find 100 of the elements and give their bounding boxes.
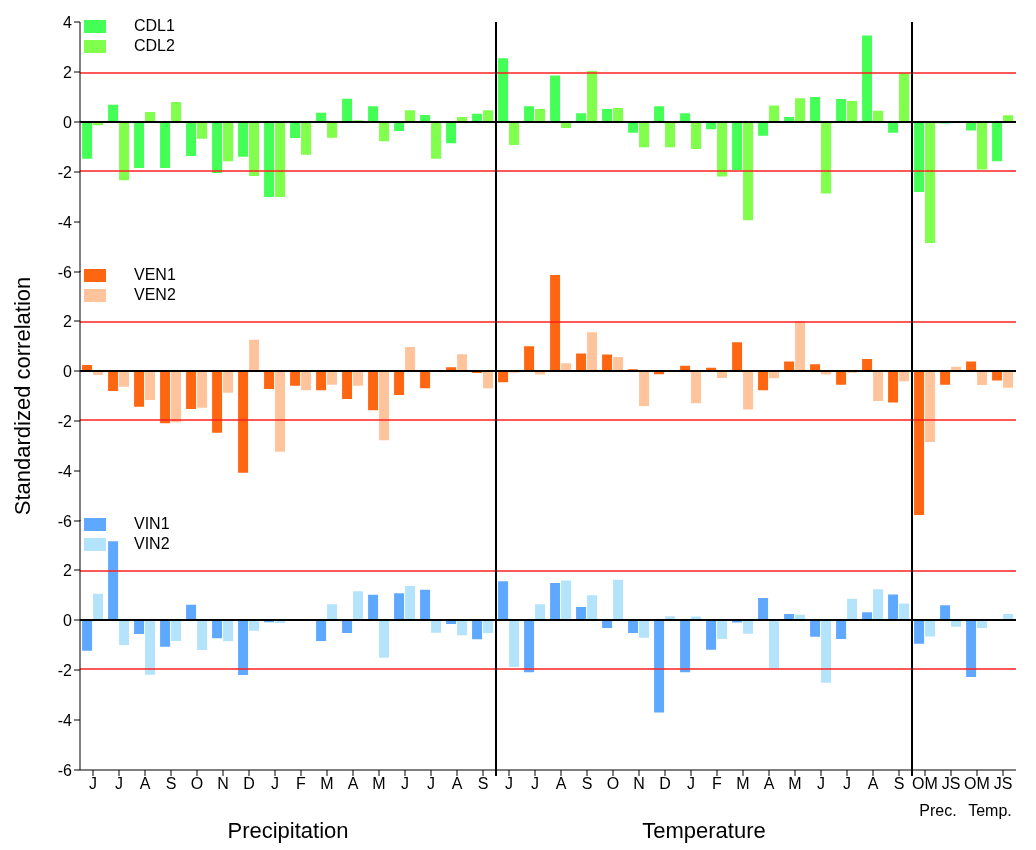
bar <box>186 371 197 409</box>
x-tick-label: S <box>477 775 489 793</box>
x-tick-label: J <box>401 775 409 793</box>
x-tick-label: OM <box>964 775 990 793</box>
bar <box>160 371 171 424</box>
bar <box>888 594 899 620</box>
bar <box>93 593 104 620</box>
bar <box>639 620 650 638</box>
bar <box>134 122 145 168</box>
bar <box>483 371 494 389</box>
bar <box>472 620 483 640</box>
bar <box>405 110 416 122</box>
bar <box>171 102 182 122</box>
y-tick-label: 2 <box>63 312 73 330</box>
bar <box>821 122 832 194</box>
y-tick-label: 2 <box>63 561 73 579</box>
x-tick-label: A <box>555 775 567 793</box>
bar <box>108 104 119 122</box>
y-axis-title: Standardized correlation <box>9 276 35 516</box>
legend-label: CDL1 <box>134 16 175 36</box>
y-tick-label: -2 <box>57 661 73 679</box>
bar <box>212 620 223 639</box>
y-tick-label: -2 <box>57 412 73 430</box>
bar <box>628 620 639 633</box>
x-tick-label: A <box>347 775 359 793</box>
y-tick-label: -4 <box>57 462 73 480</box>
bar <box>160 122 171 168</box>
bar <box>899 72 910 122</box>
bar <box>223 371 234 393</box>
text: Temp. <box>967 802 1013 820</box>
y-tick-label: -6 <box>57 263 73 281</box>
bar <box>758 371 769 391</box>
bar <box>847 101 858 122</box>
x-tick-label: JS <box>941 775 961 793</box>
bar <box>457 620 468 636</box>
bar <box>145 620 156 675</box>
bar <box>405 586 416 620</box>
legend-label: VIN2 <box>134 534 170 554</box>
bar <box>483 620 494 633</box>
bar <box>275 371 286 452</box>
text: Precipitation <box>226 818 350 844</box>
bar <box>810 97 821 122</box>
bar <box>639 122 650 148</box>
x-tick-label: J <box>115 775 123 793</box>
bar <box>769 105 780 122</box>
bar <box>316 371 327 391</box>
bar <box>925 371 936 442</box>
legend-label: VEN1 <box>134 265 176 285</box>
bar <box>628 122 639 133</box>
bar <box>888 371 899 403</box>
y-tick-label: -4 <box>57 213 73 231</box>
bar <box>238 371 249 473</box>
bar <box>379 620 390 658</box>
bar <box>847 598 858 620</box>
bar <box>316 620 327 641</box>
bar <box>550 75 561 122</box>
x-tick-label: O <box>606 775 620 793</box>
x-tick-label: OM <box>912 775 938 793</box>
bar <box>992 122 1003 162</box>
bar <box>405 347 416 371</box>
y-tick-label: -6 <box>57 512 73 530</box>
bar <box>301 371 312 391</box>
text: Prec. <box>918 802 958 820</box>
bar <box>498 58 509 122</box>
bar <box>498 581 509 620</box>
bar <box>420 371 431 389</box>
bar <box>212 122 223 173</box>
bar <box>212 371 223 433</box>
bar <box>743 122 754 221</box>
bar <box>197 371 208 408</box>
bar <box>743 371 754 410</box>
x-tick-label: J <box>427 775 435 793</box>
bar <box>342 98 353 122</box>
x-tick-label: F <box>296 775 307 793</box>
bar <box>108 371 119 391</box>
bar <box>613 357 624 371</box>
bar <box>160 620 171 647</box>
bar <box>743 620 754 634</box>
bar <box>977 371 988 385</box>
y-tick-label: 0 <box>63 611 73 629</box>
bar <box>379 122 390 142</box>
bar <box>238 122 249 157</box>
bar <box>327 371 338 385</box>
x-tick-label: O <box>190 775 204 793</box>
bar <box>654 620 665 713</box>
bar <box>602 109 613 122</box>
x-tick-label: J <box>531 775 539 793</box>
bar <box>186 604 197 620</box>
legend-label: VIN1 <box>134 514 170 534</box>
bar <box>368 106 379 122</box>
bar <box>576 353 587 371</box>
x-tick-label: M <box>788 775 802 793</box>
x-tick-label: A <box>451 775 463 793</box>
bar <box>639 371 650 406</box>
bar <box>992 371 1003 381</box>
y-tick-label: -2 <box>57 163 73 181</box>
bar <box>394 371 405 395</box>
bar <box>717 122 728 177</box>
legend-label: VEN2 <box>134 285 176 305</box>
y-tick-label: 0 <box>63 113 73 131</box>
